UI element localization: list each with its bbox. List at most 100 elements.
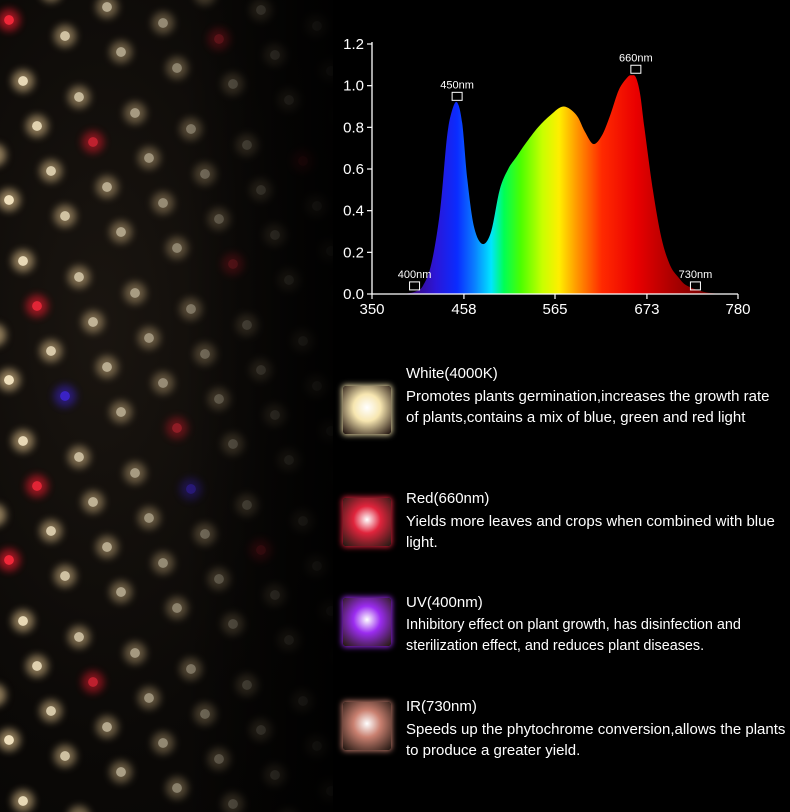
led-light [242,680,252,690]
led-light [102,182,112,192]
led-light [116,407,126,417]
led-light [46,346,56,356]
x-tick-label: 350 [359,301,384,318]
led-light [298,156,308,166]
led-light [326,606,333,616]
red-led-chip-icon [343,498,391,546]
led-light [312,561,322,571]
legend-title: White(4000K) [406,365,498,382]
uv-led-chip-icon [343,598,391,646]
peak-label: 450nm [440,79,474,91]
led-light [4,375,14,385]
led-light [284,455,294,465]
led-light [186,484,196,494]
led-light [60,211,70,221]
led-light [144,153,154,163]
legend-description: Speeds up the phytochrome conversion,all… [406,721,786,759]
led-light [186,124,196,134]
led-light [228,619,238,629]
led-grow-panel-photo [0,0,333,812]
led-light [256,545,266,555]
x-tick-label: 780 [725,301,750,318]
led-light [214,214,224,224]
led-light [4,555,14,565]
led-light [116,227,126,237]
x-tick-label: 565 [542,301,567,318]
led-light [130,288,140,298]
led-light [88,497,98,507]
led-light [102,542,112,552]
led-light [18,616,28,626]
led-light [200,169,210,179]
led-light [18,256,28,266]
led-light [186,304,196,314]
led-light [116,47,126,57]
legend-description: Inhibitory effect on plant growth, has d… [406,617,741,654]
y-tick-label: 0.0 [343,286,364,303]
led-light [270,590,280,600]
ir-led-chip-icon [343,702,391,750]
y-tick-label: 0.2 [343,244,364,261]
led-light [130,648,140,658]
led-light [46,706,56,716]
led-light [298,696,308,706]
led-light [88,317,98,327]
led-light [158,378,168,388]
y-tick-label: 0.6 [343,161,364,178]
led-light [32,301,42,311]
led-light [130,468,140,478]
led-light [284,275,294,285]
led-light [298,516,308,526]
led-light [256,365,266,375]
x-tick-label: 458 [451,301,476,318]
led-light [214,754,224,764]
led-light [242,140,252,150]
led-light [172,243,182,253]
white-led-chip-icon [343,386,391,434]
led-light [18,796,28,806]
led-light [242,500,252,510]
led-light [46,526,56,536]
led-light [144,693,154,703]
y-tick-label: 0.4 [343,203,364,220]
led-light [256,185,266,195]
led-light [270,770,280,780]
led-light [256,725,266,735]
y-tick-label: 0.8 [343,119,364,136]
led-light [214,574,224,584]
led-light [326,426,333,436]
led-light [312,21,322,31]
led-light [18,76,28,86]
led-light [158,18,168,28]
led-light [228,259,238,269]
led-light [326,246,333,256]
led-light [172,603,182,613]
led-light [60,571,70,581]
x-tick-label: 673 [634,301,659,318]
led-light [186,664,196,674]
peak-label: 660nm [619,52,653,64]
led-light [270,230,280,240]
led-light [228,799,238,809]
led-light [102,722,112,732]
peak-marker [630,64,642,74]
led-light [312,381,322,391]
led-light [32,121,42,131]
led-light [18,436,28,446]
led-light [270,410,280,420]
peak-marker [409,281,421,291]
led-light [284,95,294,105]
y-tick-label: 1.2 [343,36,364,53]
spectrum-chart: 0.0 0.2 0.4 0.6 0.8 1.0 1.2 350 458 565 673 780 400… [343,36,750,318]
led-light [158,738,168,748]
led-light [214,34,224,44]
led-light [32,481,42,491]
led-light [130,108,140,118]
led-light [46,166,56,176]
led-light [88,677,98,687]
led-light [74,452,84,462]
led-light [102,2,112,12]
led-light [200,529,210,539]
led-light [116,767,126,777]
led-light [74,92,84,102]
